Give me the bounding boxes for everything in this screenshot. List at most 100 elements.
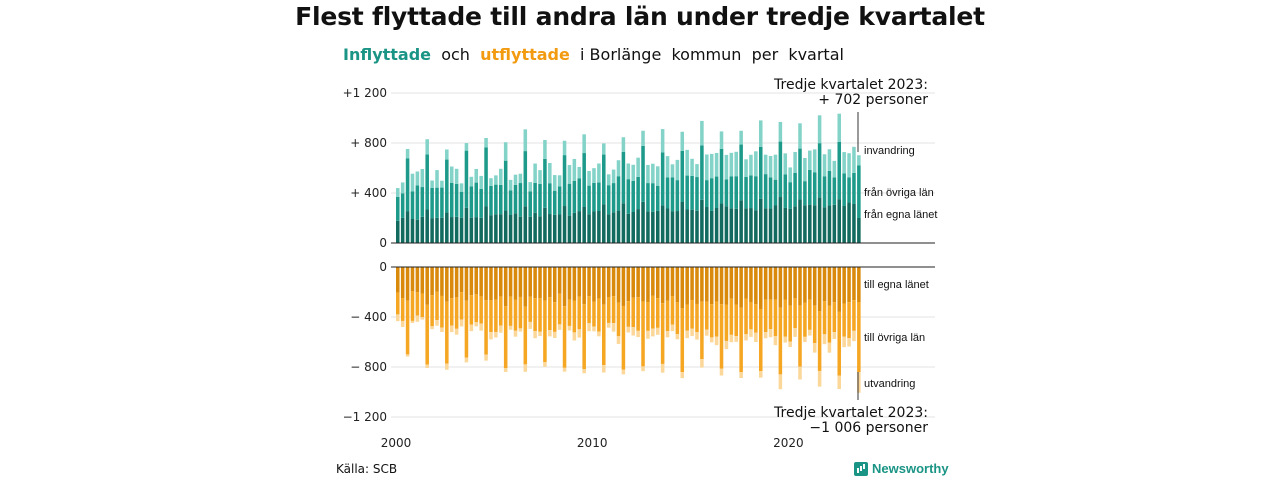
chart-title: Flest flyttade till andra län under tred… — [295, 2, 985, 31]
bar-out-other-counties — [773, 299, 778, 337]
bar-out-other-counties — [788, 305, 792, 342]
bar-in-immigration — [523, 129, 528, 152]
bar-in-own-county — [445, 212, 449, 243]
bar-out-emigration — [714, 336, 719, 346]
bar-in-other-counties — [783, 174, 788, 208]
bar-in-own-county — [396, 220, 400, 243]
bar-out-other-counties — [567, 299, 572, 326]
x-tick-label: 2000 — [381, 436, 412, 450]
bar-out-other-counties — [700, 301, 704, 360]
bar-out-other-counties — [538, 298, 542, 332]
bar-in-immigration — [690, 158, 694, 176]
bar-out-other-counties — [719, 304, 724, 369]
bar-out-emigration — [415, 315, 420, 322]
bar-out-other-counties — [729, 298, 734, 335]
bar-in-other-counties — [763, 174, 768, 209]
bar-in-immigration — [474, 168, 479, 183]
bar-in-immigration — [670, 164, 675, 178]
bar-in-immigration — [587, 171, 591, 186]
bar-out-emigration — [641, 366, 645, 372]
bar-out-other-counties — [420, 293, 425, 318]
bar-out-emigration — [523, 364, 528, 372]
bar-in-own-county — [857, 218, 861, 243]
x-tick-label: 2020 — [773, 436, 804, 450]
bar-in-immigration — [557, 175, 562, 187]
bar-in-own-county — [489, 215, 493, 243]
bar-out-own-county — [425, 267, 429, 305]
bar-out-emigration — [709, 337, 714, 343]
bar-in-own-county — [420, 216, 425, 243]
bar-out-other-counties — [533, 298, 537, 332]
bar-out-other-counties — [822, 301, 827, 335]
bar-in-other-counties — [675, 180, 680, 212]
bar-out-emigration — [499, 325, 503, 333]
bar-out-emigration — [827, 342, 832, 353]
bar-in-other-counties — [479, 188, 483, 218]
bar-out-emigration — [812, 343, 817, 353]
bar-in-other-counties — [523, 151, 528, 207]
bar-in-own-county — [793, 206, 797, 243]
series-label-out: till övriga län — [864, 332, 925, 344]
bar-in-immigration — [719, 131, 724, 149]
bar-in-own-county — [400, 217, 405, 243]
bar-out-own-county — [587, 267, 591, 297]
bar-in-other-counties — [572, 180, 577, 213]
bar-in-other-counties — [562, 155, 567, 207]
bar-out-emigration — [773, 336, 778, 346]
bar-in-other-counties — [793, 172, 797, 207]
bar-out-other-counties — [548, 297, 552, 331]
bar-out-emigration — [445, 363, 449, 370]
bar-out-other-counties — [641, 301, 645, 367]
bar-in-immigration — [646, 164, 650, 184]
bar-out-other-counties — [857, 302, 861, 372]
bar-in-immigration — [724, 154, 729, 180]
bar-out-emigration — [533, 331, 537, 339]
bar-out-other-counties — [557, 293, 562, 325]
bar-in-other-counties — [602, 154, 606, 205]
bar-in-immigration — [655, 166, 660, 186]
bar-in-own-county — [538, 216, 542, 243]
bar-in-own-county — [670, 211, 675, 243]
bar-in-own-county — [513, 213, 518, 243]
bar-in-immigration — [734, 151, 738, 177]
bar-out-other-counties — [749, 302, 753, 330]
bar-in-own-county — [449, 217, 454, 243]
bar-out-other-counties — [479, 296, 483, 324]
bar-out-emigration — [621, 369, 626, 375]
bar-out-own-county — [440, 267, 444, 296]
bar-out-other-counties — [425, 304, 429, 365]
bar-in-own-county — [626, 213, 631, 243]
series-label-out: till egna länet — [864, 279, 929, 291]
bar-in-other-counties — [852, 172, 856, 204]
bar-out-emigration — [557, 324, 562, 330]
bar-out-emigration — [768, 329, 773, 338]
bar-in-other-counties — [778, 141, 783, 198]
bar-in-own-county — [533, 212, 537, 243]
bar-in-immigration — [543, 139, 547, 159]
bar-out-own-county — [724, 267, 729, 305]
bar-in-own-county — [788, 208, 792, 243]
bar-in-other-counties — [788, 182, 792, 209]
bar-in-own-county — [734, 208, 738, 243]
bar-out-emigration — [646, 330, 650, 339]
bar-in-own-county — [474, 217, 479, 243]
bar-out-own-county — [729, 267, 734, 299]
bar-in-own-county — [832, 204, 837, 243]
bar-out-other-counties — [430, 295, 434, 327]
bar-out-emigration — [454, 328, 459, 335]
bar-in-immigration — [832, 160, 837, 178]
bar-out-own-county — [503, 267, 508, 307]
bar-in-own-county — [464, 207, 469, 243]
bar-in-own-county — [508, 214, 513, 243]
bar-out-other-counties — [832, 302, 837, 333]
bar-out-own-county — [788, 267, 792, 306]
bar-out-other-counties — [597, 298, 601, 332]
bar-out-other-counties — [690, 300, 694, 329]
bar-out-own-county — [484, 267, 488, 301]
bar-out-other-counties — [768, 299, 773, 330]
bar-out-emigration — [592, 326, 596, 332]
bar-out-emigration — [464, 357, 469, 363]
bar-in-other-counties — [548, 183, 552, 215]
bar-out-other-counties — [523, 306, 528, 365]
bar-out-emigration — [778, 374, 783, 390]
